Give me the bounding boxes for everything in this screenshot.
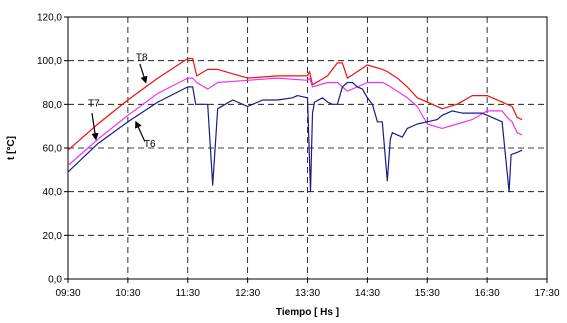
y-tick-label: 100,0 — [37, 56, 62, 67]
x-tick-label: 11:30 — [176, 288, 201, 299]
y-tick-label: 40,0 — [43, 187, 63, 198]
y-tick-label: 60,0 — [43, 144, 63, 155]
annotation-arrow-t7 — [91, 112, 99, 141]
grid-lines — [68, 17, 547, 279]
series-line-t8 — [67, 57, 523, 151]
series-annotations: T8 T7 T6 — [88, 53, 156, 150]
x-axis-ticks: 09:30 10:30 11:30 12:30 13:30 14:30 15:30 16:30… — [55, 279, 560, 299]
y-tick-label: 80,0 — [43, 100, 63, 111]
y-axis-label: t [°C] — [6, 136, 17, 160]
x-axis-label: Tiempo [ Hs ] — [276, 307, 339, 318]
x-tick-label: 13:30 — [295, 288, 320, 299]
x-tick-label: 17:30 — [534, 288, 559, 299]
series-line-t7 — [67, 77, 523, 166]
y-tick-label: 0,0 — [48, 275, 62, 286]
x-tick-label: 10:30 — [115, 288, 140, 299]
y-tick-label: 20,0 — [43, 231, 63, 242]
annotation-arrow-t6 — [135, 120, 146, 142]
annotation-label-t6: T6 — [144, 139, 156, 150]
x-tick-label: 14:30 — [355, 288, 380, 299]
series-line-t6 — [67, 81, 523, 193]
annotation-label-t7: T7 — [88, 99, 100, 110]
x-tick-label: 16:30 — [475, 288, 500, 299]
y-tick-label: 120,0 — [37, 13, 62, 24]
series-layer — [67, 57, 523, 193]
annotation-label-t8: T8 — [136, 53, 148, 64]
annotation-arrow-t8 — [139, 63, 148, 84]
x-tick-label: 15:30 — [415, 288, 440, 299]
y-axis-ticks: 0,0 20,0 40,0 60,0 80,0 100,0 120,0 — [37, 13, 68, 286]
x-tick-label: 12:30 — [235, 288, 260, 299]
x-tick-label: 09:30 — [55, 288, 80, 299]
